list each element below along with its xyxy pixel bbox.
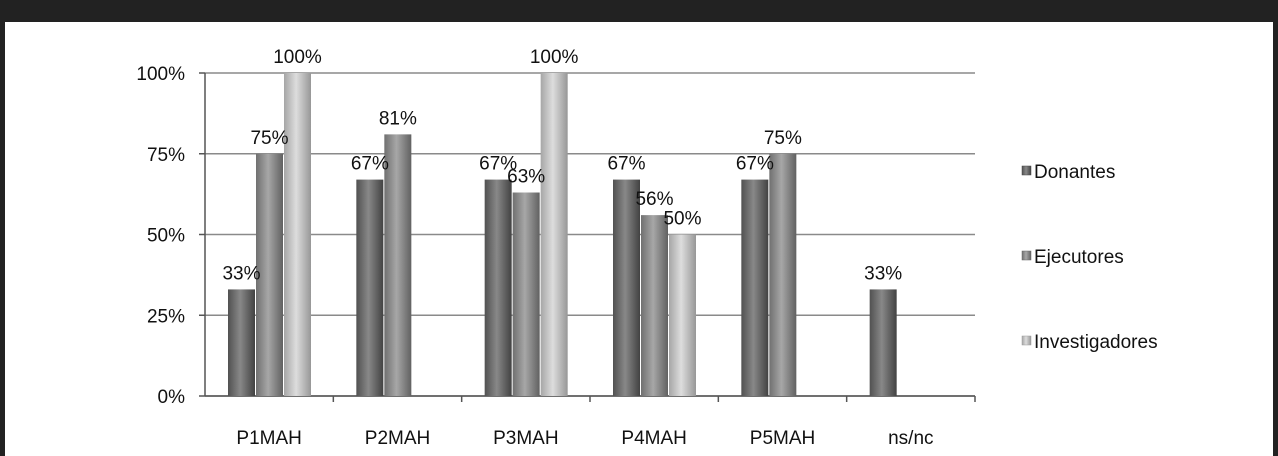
legend-swatch: [1021, 250, 1032, 261]
legend-swatch: [1021, 165, 1032, 176]
legend-label: Ejecutores: [1034, 247, 1124, 268]
data-label: 100%: [273, 47, 322, 68]
data-label: 63%: [507, 167, 545, 188]
x-tick-label: ns/nc: [888, 428, 933, 449]
x-tick-label: P2MAH: [365, 428, 430, 449]
data-labels: 33%75%100%67%81%67%63%100%67%56%50%67%75…: [222, 47, 902, 284]
bar-investigadores-p4mah: [669, 234, 696, 396]
bar-ejecutores-p5mah: [769, 153, 797, 396]
data-label: 81%: [379, 108, 417, 129]
x-tick-label: P5MAH: [750, 428, 815, 449]
legend-label: Investigadores: [1034, 332, 1158, 353]
data-label: 67%: [351, 154, 389, 175]
bars: [228, 73, 897, 396]
data-label: 67%: [736, 154, 774, 175]
bar-investigadores-p1mah: [284, 73, 311, 396]
data-label: 67%: [607, 154, 645, 175]
data-label: 50%: [663, 209, 701, 230]
data-label: 75%: [764, 128, 802, 149]
data-label: 67%: [479, 154, 517, 175]
bar-investigadores-p3mah: [540, 73, 568, 396]
y-tick-label: 50%: [147, 226, 185, 247]
bar-ejecutores-p2mah: [384, 134, 412, 396]
bar-ejecutores-p3mah: [512, 192, 540, 396]
bar-ejecutores-p1mah: [256, 153, 283, 396]
bar-donantes-nsnc: [869, 289, 897, 396]
bar-donantes-p4mah: [613, 179, 640, 396]
x-tick-label: P1MAH: [236, 428, 301, 449]
y-tick-label: 25%: [147, 306, 185, 327]
y-tick-label: 100%: [136, 64, 185, 85]
x-tick-label: P3MAH: [493, 428, 558, 449]
axes: 0% 25% 50% 75% 100% P1MAH P2MAH P3MAH P4MAH P5MAH…: [136, 64, 976, 449]
legend-swatch: [1021, 335, 1032, 346]
gridlines: [205, 72, 975, 397]
data-label: 33%: [864, 263, 902, 284]
bar-donantes-p2mah: [356, 179, 384, 396]
bar-donantes-p1mah: [228, 289, 255, 396]
y-tick-label: 75%: [147, 145, 185, 166]
data-label: 100%: [530, 47, 579, 68]
legend: Donantes Ejecutores Investigadores: [1021, 162, 1158, 353]
data-label: 56%: [635, 189, 673, 210]
data-label: 33%: [222, 263, 260, 284]
legend-label: Donantes: [1034, 162, 1115, 183]
data-label: 75%: [250, 128, 288, 149]
bar-donantes-p3mah: [484, 179, 512, 396]
bar-ejecutores-p4mah: [641, 215, 668, 396]
bar-donantes-p5mah: [741, 179, 769, 396]
y-tick-label: 0%: [158, 387, 186, 408]
x-tick-label: P4MAH: [621, 428, 686, 449]
